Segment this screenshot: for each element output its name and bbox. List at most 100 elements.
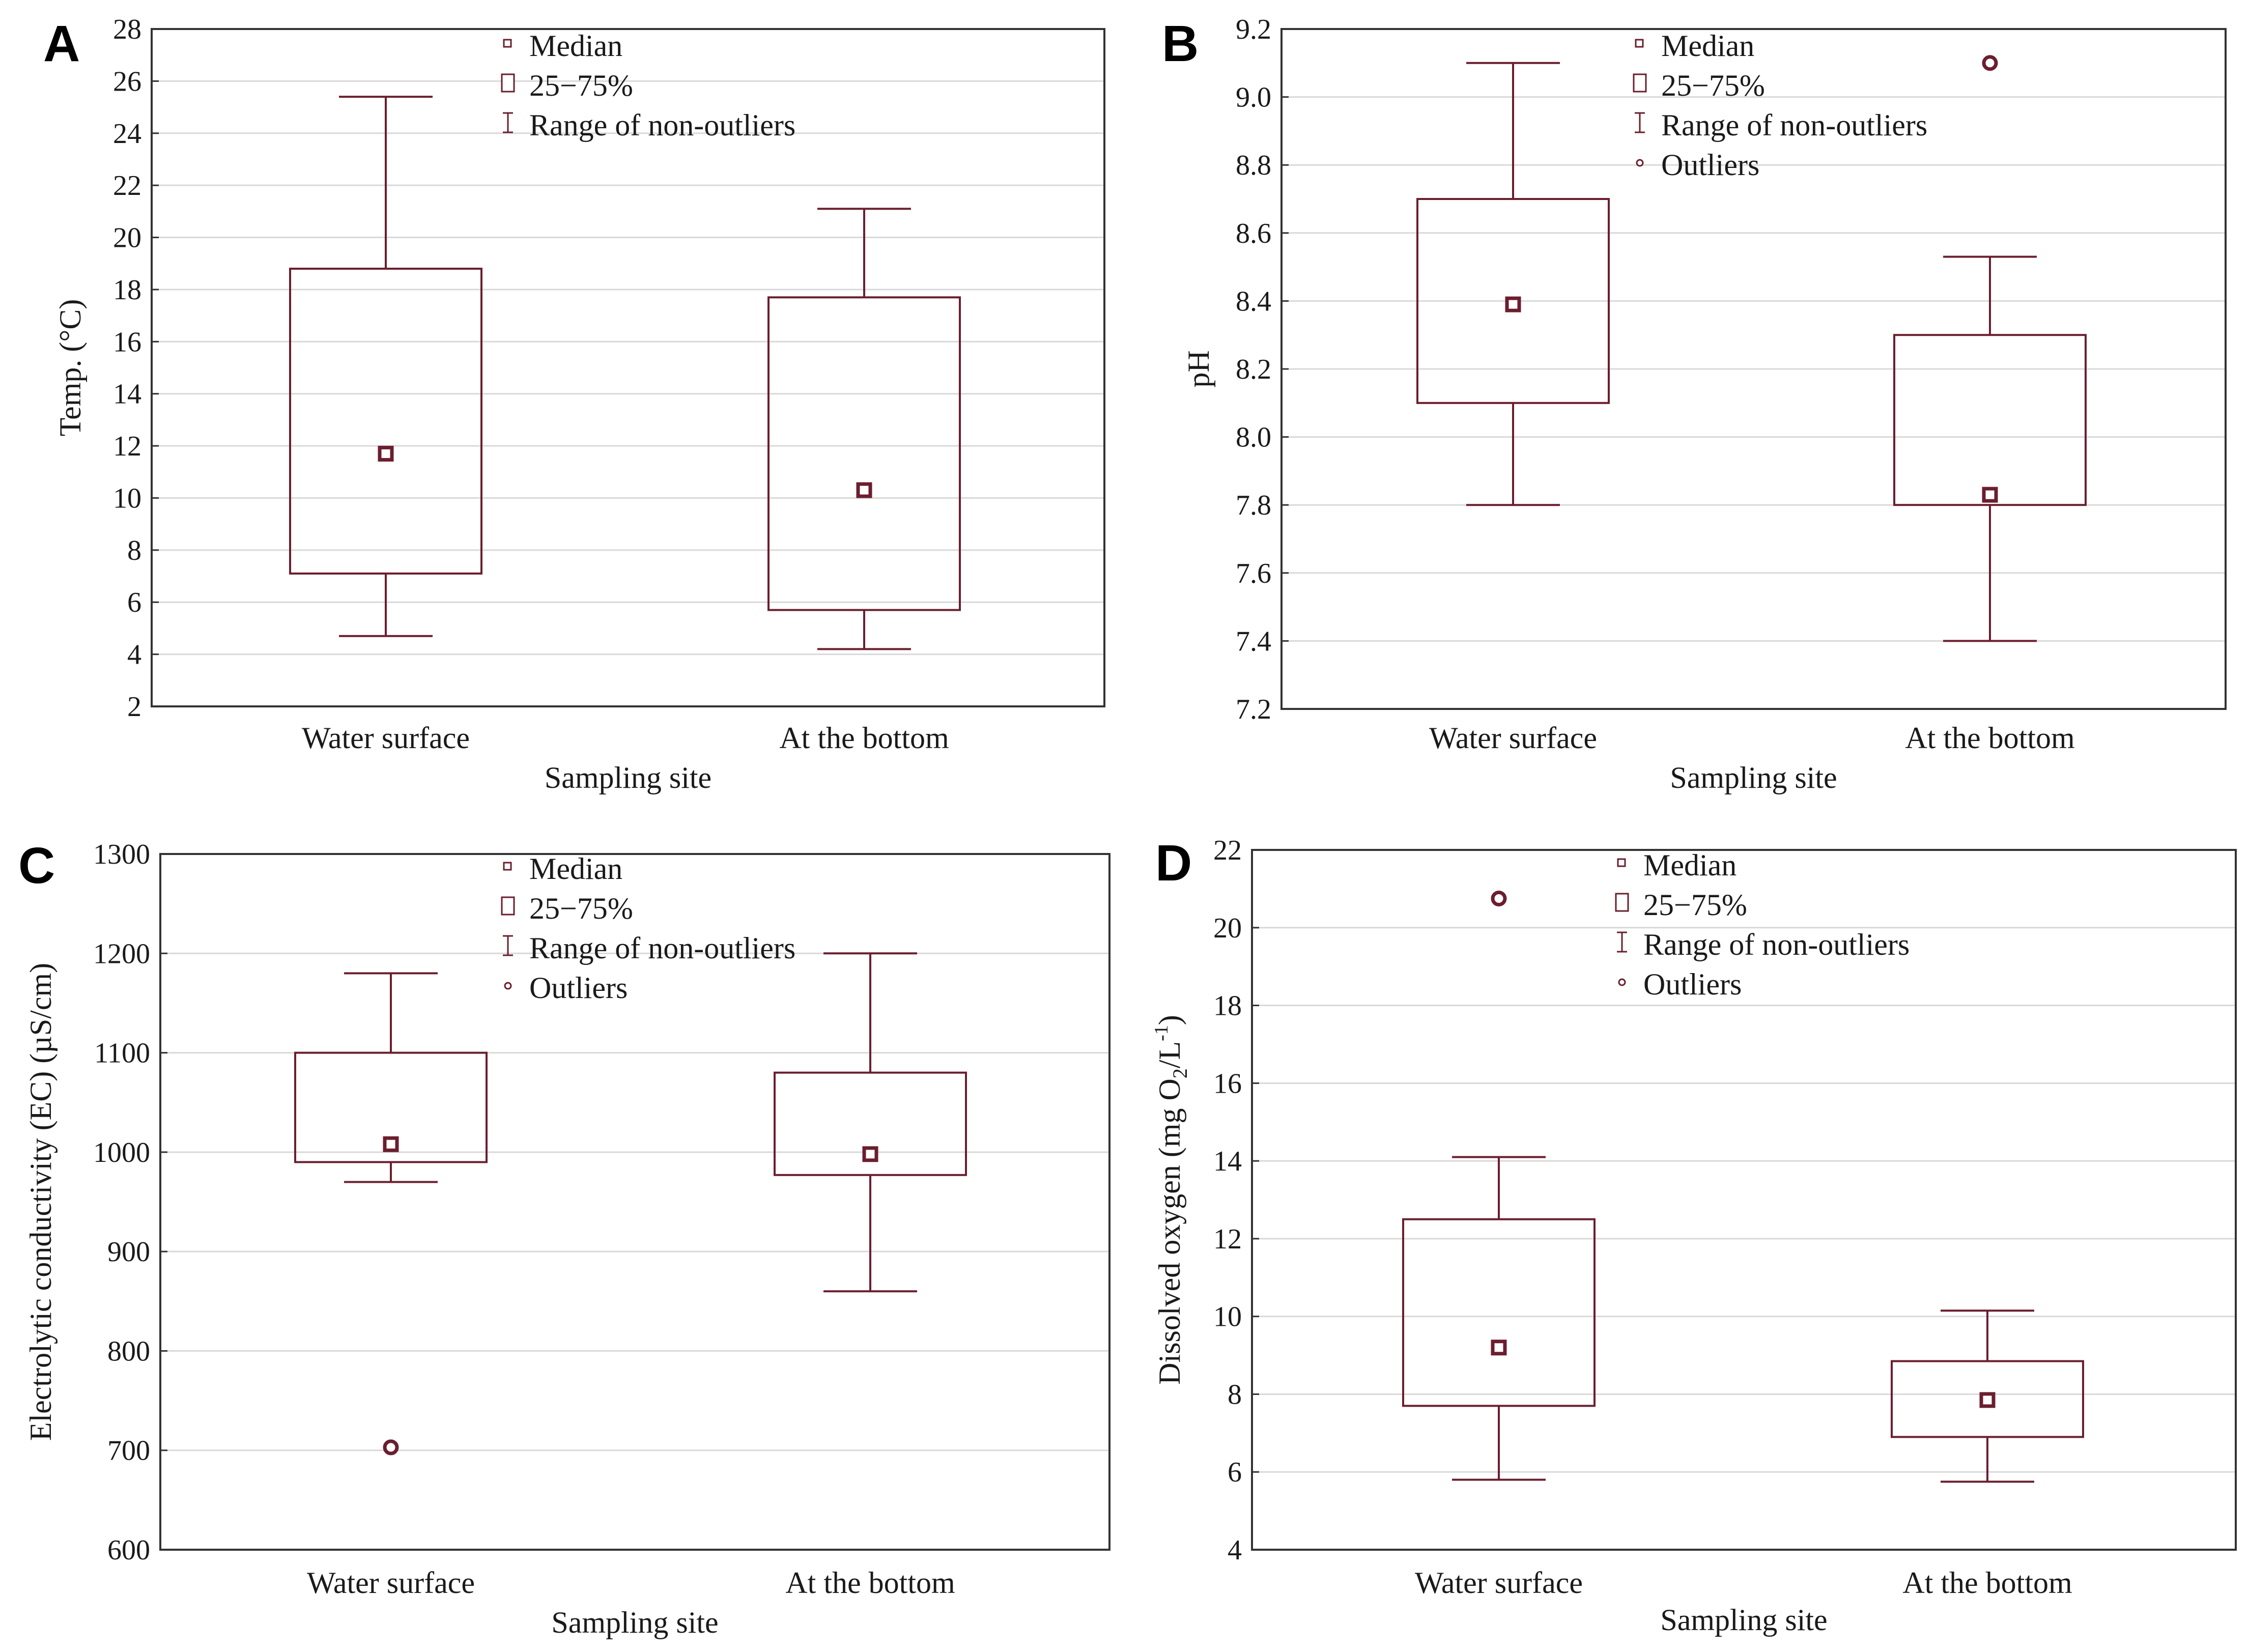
x-category-label: Water surface xyxy=(1429,721,1597,755)
y-tick-label: 24 xyxy=(113,118,141,150)
legend-median-icon xyxy=(1617,858,1626,867)
legend-entry: 25−75% xyxy=(1661,69,1765,102)
legend: Median 25−75% Range of non-outliers Outlier… xyxy=(1615,848,1910,1001)
y-tick-label: 900 xyxy=(107,1236,150,1268)
legend-entry: 25−75% xyxy=(529,69,633,102)
iqr-box xyxy=(1416,198,1610,404)
legend-outlier-icon xyxy=(1618,978,1626,986)
y-tick-label: 28 xyxy=(113,14,141,45)
y-tick-label: 8.2 xyxy=(1236,354,1271,385)
x-category-label: Water surface xyxy=(1415,1566,1583,1600)
legend-median-icon xyxy=(503,39,512,48)
y-tick-label: 7.6 xyxy=(1236,558,1271,589)
y-tick-label: 8 xyxy=(127,535,141,566)
panel-d: D 4 6 8 10 12 14 16 18 20 22 Water surface At the bo… xyxy=(1151,835,2237,1637)
y-tick-label: 16 xyxy=(113,326,141,358)
y-tick-label: 12 xyxy=(113,431,141,462)
y-tick-label: 9.0 xyxy=(1236,82,1271,113)
panel-c: C 600 700 800 900 1000 1100 1200 1300 Water surfa… xyxy=(18,837,1111,1639)
plot-frame xyxy=(151,28,1105,707)
box-water-surface xyxy=(294,972,488,1456)
y-tick-label: 6 xyxy=(127,587,141,618)
legend-median-icon xyxy=(503,862,512,871)
box-at-the-bottom xyxy=(1893,55,2087,642)
legend-entry: Range of non-outliers xyxy=(1643,928,1910,961)
y-axis-title: pH xyxy=(1182,350,1215,387)
legend-whisker-icon xyxy=(1635,112,1645,133)
y-tick-label: 20 xyxy=(1213,913,1242,944)
y-tick-label: 8.6 xyxy=(1236,218,1271,249)
median-marker xyxy=(1505,296,1521,312)
y-tick-label: 16 xyxy=(1213,1068,1242,1099)
y-tick-label: 8 xyxy=(1228,1379,1242,1410)
y-tick-label: 8.4 xyxy=(1236,286,1271,317)
median-marker xyxy=(1979,1392,1996,1408)
y-tick-label: 20 xyxy=(113,222,141,254)
box-water-surface xyxy=(1416,62,1610,506)
legend-entry: Outliers xyxy=(1643,967,1742,1001)
y-tick-label: 14 xyxy=(1213,1146,1242,1177)
y-tick-label: 1200 xyxy=(93,938,150,970)
iqr-box xyxy=(767,296,961,611)
legend-outlier-icon xyxy=(504,982,512,990)
legend-iqr-icon xyxy=(1615,893,1629,912)
x-category-label: At the bottom xyxy=(1902,1566,2072,1600)
outlier-point xyxy=(383,1439,399,1456)
y-tick-label: 8.0 xyxy=(1236,422,1271,453)
legend-entry: Range of non-outliers xyxy=(529,931,795,965)
median-marker xyxy=(1491,1340,1507,1356)
box-water-surface xyxy=(1402,890,1596,1481)
y-tick-label: 4 xyxy=(1228,1534,1242,1566)
panel-label: B xyxy=(1162,15,1199,72)
median-marker xyxy=(856,482,872,498)
y-tick-label: 26 xyxy=(113,66,141,97)
y-tick-label: 8.8 xyxy=(1236,150,1271,181)
outlier-point xyxy=(1491,890,1507,906)
legend-entry: Median xyxy=(529,29,622,63)
x-axis-title: Sampling site xyxy=(1670,761,1837,794)
legend-entry: 25−75% xyxy=(529,892,633,925)
legend-outlier-icon xyxy=(1636,159,1644,167)
iqr-box xyxy=(1893,334,2087,506)
iqr-box xyxy=(774,1071,967,1176)
panel-label: A xyxy=(43,15,80,72)
plot-frame xyxy=(1251,849,2237,1551)
legend: Median 25−75% Range of non-outliers xyxy=(501,29,795,142)
y-axis-title: Electrolytic conductivity (EC) (µS/cm) xyxy=(24,963,58,1441)
y-axis-title: Dissolved oxygen (mg O2/L-1) xyxy=(1151,1015,1191,1385)
y-tick-label: 18 xyxy=(113,274,141,306)
legend-whisker-icon xyxy=(503,112,513,133)
x-axis-title: Sampling site xyxy=(551,1606,718,1639)
legend: Median 25−75% Range of non-outliers Outlier… xyxy=(1633,29,1927,182)
x-category-label: Water surface xyxy=(302,721,470,755)
median-marker xyxy=(1982,487,1998,503)
y-tick-label: 14 xyxy=(113,379,141,410)
legend-median-icon xyxy=(1635,39,1644,48)
y-tick-label: 7.4 xyxy=(1236,625,1271,657)
y-tick-label: 1000 xyxy=(93,1137,150,1169)
legend-entry: Median xyxy=(1661,29,1754,63)
legend-entry: 25−75% xyxy=(1643,888,1747,922)
x-category-label: Water surface xyxy=(307,1566,475,1600)
y-tick-label: 2 xyxy=(127,691,141,723)
box-water-surface xyxy=(289,96,482,637)
y-tick-label: 800 xyxy=(107,1335,150,1367)
panel-label: C xyxy=(18,837,55,894)
y-tick-label: 18 xyxy=(1213,990,1242,1022)
legend-entry: Outliers xyxy=(1661,148,1759,182)
legend-entry: Median xyxy=(529,852,622,886)
legend-entry: Range of non-outliers xyxy=(529,108,795,142)
y-tick-label: 700 xyxy=(107,1435,150,1467)
legend: Median 25−75% Range of non-outliers Outlier… xyxy=(501,852,795,1005)
box-at-the-bottom xyxy=(774,952,967,1293)
x-category-label: At the bottom xyxy=(779,721,949,755)
legend-iqr-icon xyxy=(501,896,515,916)
outlier-point xyxy=(1982,55,1998,71)
y-tick-label: 10 xyxy=(1213,1301,1242,1333)
box-at-the-bottom xyxy=(1891,1309,2084,1483)
iqr-box xyxy=(289,267,482,575)
y-tick-label: 6 xyxy=(1228,1457,1242,1488)
y-tick-label: 1300 xyxy=(93,839,150,870)
y-tick-label: 10 xyxy=(113,482,141,514)
